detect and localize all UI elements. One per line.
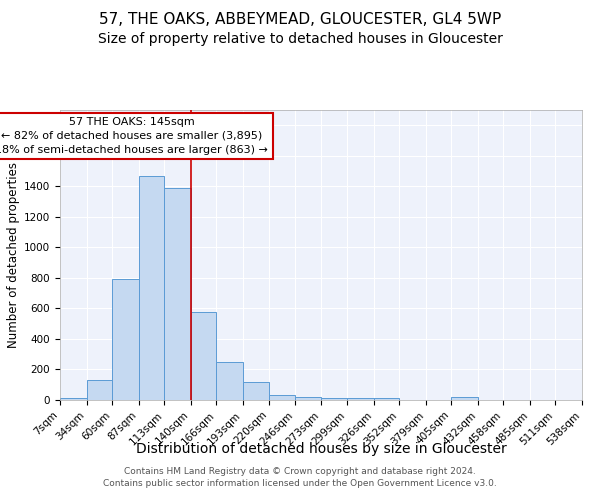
Text: 57, THE OAKS, ABBEYMEAD, GLOUCESTER, GL4 5WP: 57, THE OAKS, ABBEYMEAD, GLOUCESTER, GL4…	[99, 12, 501, 28]
Bar	[112, 280, 139, 400]
Bar	[347, 398, 374, 400]
Bar	[191, 312, 217, 400]
Y-axis label: Number of detached properties: Number of detached properties	[7, 162, 20, 348]
Bar	[86, 380, 112, 400]
Bar	[243, 382, 269, 400]
Text: Size of property relative to detached houses in Gloucester: Size of property relative to detached ho…	[98, 32, 502, 46]
Bar	[374, 398, 399, 400]
Text: Distribution of detached houses by size in Gloucester: Distribution of detached houses by size …	[136, 442, 506, 456]
Bar	[295, 397, 322, 400]
Bar	[322, 398, 347, 400]
Bar	[164, 188, 191, 400]
Bar	[269, 394, 295, 400]
Bar	[451, 397, 478, 400]
Bar	[217, 362, 243, 400]
Text: Contains HM Land Registry data © Crown copyright and database right 2024.
Contai: Contains HM Land Registry data © Crown c…	[103, 466, 497, 487]
Text: 57 THE OAKS: 145sqm
← 82% of detached houses are smaller (3,895)
18% of semi-det: 57 THE OAKS: 145sqm ← 82% of detached ho…	[0, 117, 268, 155]
Bar	[60, 398, 86, 400]
Bar	[139, 176, 164, 400]
